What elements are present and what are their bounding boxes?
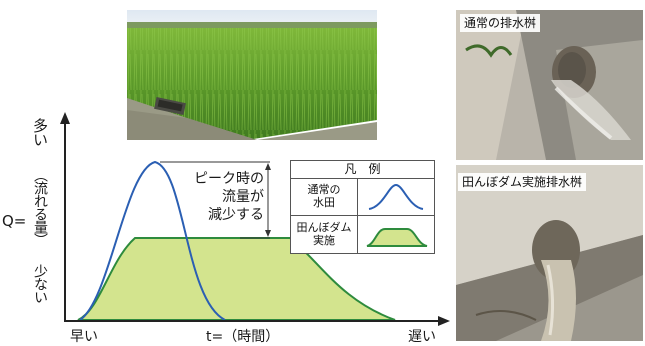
x-axis-name: t=（時間） bbox=[206, 329, 280, 345]
peak-annotation-line-2: 流量が bbox=[222, 189, 264, 205]
y-axis-arrow bbox=[60, 112, 70, 124]
legend-item-dam-swatch bbox=[366, 228, 428, 247]
rice-paddy-image bbox=[127, 10, 377, 140]
legend-item-dam-line-1: 田んぼダム bbox=[296, 221, 352, 234]
legend-divider-h2 bbox=[291, 215, 434, 216]
peak-diff-arrowhead-top bbox=[265, 163, 271, 170]
normal-drain-label: 通常の排水桝 bbox=[460, 14, 541, 32]
dam-drain-label: 田んぼダム実施排水桝 bbox=[458, 173, 587, 191]
legend-item-normal-line-2: 水田 bbox=[313, 196, 335, 209]
legend-item-normal-label: 通常の 水田 bbox=[291, 183, 357, 209]
legend-divider-v bbox=[357, 178, 358, 253]
peak-annotation: ピーク時の 流量が 減少する bbox=[176, 170, 264, 224]
peak-diff-arrowhead-bottom bbox=[265, 230, 271, 237]
legend-item-dam-line-2: 実施 bbox=[313, 234, 335, 247]
y-axis-symbol: Q= bbox=[2, 212, 27, 230]
dam-drain-photo: 田んぼダム実施排水桝 bbox=[456, 165, 643, 341]
legend-item-normal-swatch bbox=[368, 183, 424, 210]
dam-drain-image bbox=[456, 165, 643, 341]
x-axis-arrow bbox=[438, 316, 450, 326]
x-label-right: 遅い bbox=[408, 329, 436, 345]
y-label-bottom: 少ない bbox=[32, 264, 48, 303]
legend-item-normal-line-1: 通常の bbox=[307, 183, 341, 196]
peak-annotation-line-3: 減少する bbox=[208, 207, 264, 223]
legend: 凡 例 通常の 水田 田んぼダム 実施 bbox=[290, 160, 435, 254]
normal-drain-photo: 通常の排水桝 bbox=[456, 10, 643, 160]
rice-paddy-photo bbox=[127, 10, 377, 140]
x-label-left: 早い bbox=[70, 329, 98, 345]
normal-curve bbox=[79, 160, 226, 321]
y-label-top: 多い bbox=[31, 118, 49, 146]
legend-item-dam-label: 田んぼダム 実施 bbox=[291, 221, 357, 247]
legend-divider-h1 bbox=[291, 178, 434, 179]
normal-drain-image bbox=[456, 10, 643, 160]
peak-annotation-line-1: ピーク時の bbox=[194, 171, 264, 187]
legend-title: 凡 例 bbox=[344, 162, 381, 176]
y-axis-name: （流れる量） bbox=[32, 168, 48, 246]
